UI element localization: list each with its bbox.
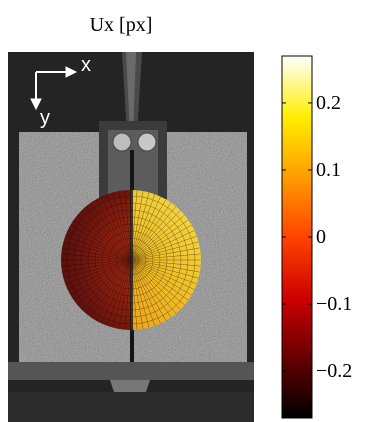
colorbar-tick-label: 0.2 [316,91,341,114]
axis-x-label: x [81,54,91,76]
colorbar [281,55,313,419]
colorbar-tick-label: −0.2 [316,360,353,383]
displacement-field [61,188,201,333]
axis-y-label: y [40,107,50,129]
colorbar-tick-label: −0.1 [316,293,353,316]
figure-title: Ux [px] [89,14,153,36]
colorbar-tick-label: 0.1 [316,158,341,181]
colorbar-tick-label: 0 [316,226,326,248]
axis-indicator [30,66,78,111]
